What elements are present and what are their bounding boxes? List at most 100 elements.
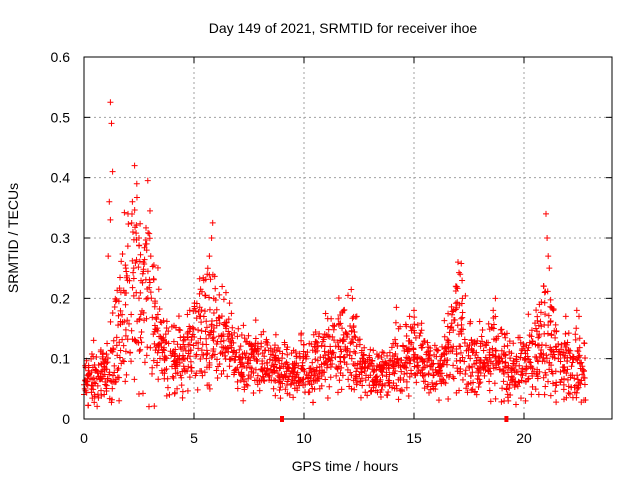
data-point [289, 360, 296, 367]
data-point [390, 380, 397, 387]
data-point [144, 285, 151, 292]
data-point [562, 330, 569, 337]
data-point [195, 339, 202, 346]
data-point [425, 348, 432, 355]
data-point [492, 395, 499, 402]
data-point [334, 389, 341, 396]
data-point [567, 372, 574, 379]
data-point [382, 359, 389, 366]
data-point [246, 341, 253, 348]
data-point [401, 363, 408, 370]
data-point [300, 341, 307, 348]
data-point [129, 336, 136, 343]
data-point [163, 392, 170, 399]
data-point [299, 365, 306, 372]
data-point [354, 379, 361, 386]
data-point [326, 356, 333, 363]
data-point [197, 356, 204, 363]
data-point [120, 358, 127, 365]
data-point [538, 341, 545, 348]
data-point [358, 369, 365, 376]
data-point [174, 341, 181, 348]
data-point [577, 360, 584, 367]
data-point [459, 309, 466, 316]
data-point [162, 339, 169, 346]
data-point [141, 359, 148, 366]
data-point [314, 357, 321, 364]
data-point [210, 328, 217, 335]
data-point [483, 356, 490, 363]
data-point [126, 277, 133, 284]
data-point [202, 292, 209, 299]
data-point [200, 274, 207, 281]
data-point [293, 353, 300, 360]
data-point [109, 372, 116, 379]
data-point [574, 347, 581, 354]
data-point [279, 355, 286, 362]
data-point [576, 352, 583, 359]
data-point [106, 198, 113, 205]
data-point [224, 373, 231, 380]
data-point [109, 348, 116, 355]
data-point [441, 379, 448, 386]
data-point [348, 338, 355, 345]
data-point [140, 259, 147, 266]
data-point [379, 349, 386, 356]
data-point [441, 317, 448, 324]
data-point [212, 285, 219, 292]
data-point [523, 342, 530, 349]
data-point [398, 368, 405, 375]
data-point [309, 385, 316, 392]
data-point [449, 308, 456, 315]
data-point [413, 379, 420, 386]
data-point [277, 395, 284, 402]
data-point [260, 328, 267, 335]
data-point [214, 363, 221, 370]
data-point [95, 361, 102, 368]
data-point [170, 338, 177, 345]
data-point [116, 374, 123, 381]
data-point [379, 382, 386, 389]
data-point [174, 385, 181, 392]
data-point [316, 330, 323, 337]
data-point [442, 344, 449, 351]
data-point [197, 286, 204, 293]
data-point [143, 352, 150, 359]
data-point [441, 357, 448, 364]
data-point [109, 168, 116, 175]
data-point [184, 387, 191, 394]
y-tick-label: 0.4 [51, 170, 71, 186]
data-point [122, 326, 129, 333]
data-point [154, 359, 161, 366]
data-point [137, 251, 144, 258]
data-point [471, 361, 478, 368]
data-point [226, 300, 233, 307]
data-point [510, 374, 517, 381]
data-point [498, 398, 505, 405]
data-point [204, 382, 211, 389]
data-point [109, 309, 116, 316]
data-point [505, 362, 512, 369]
data-point [415, 367, 422, 374]
data-point [402, 321, 409, 328]
data-point [276, 357, 283, 364]
data-point [259, 360, 266, 367]
data-point [126, 320, 133, 327]
data-point [398, 357, 405, 364]
data-point [147, 289, 154, 296]
data-point [88, 389, 95, 396]
data-point [230, 339, 237, 346]
data-point [137, 220, 144, 227]
data-point [181, 367, 188, 374]
data-point [115, 312, 122, 319]
data-point [364, 392, 371, 399]
data-point [199, 372, 206, 379]
data-point [564, 376, 571, 383]
data-point [246, 364, 253, 371]
data-point [399, 342, 406, 349]
data-point [339, 337, 346, 344]
data-point [542, 383, 549, 390]
data-point [481, 372, 488, 379]
data-point [210, 295, 217, 302]
data-point [348, 385, 355, 392]
